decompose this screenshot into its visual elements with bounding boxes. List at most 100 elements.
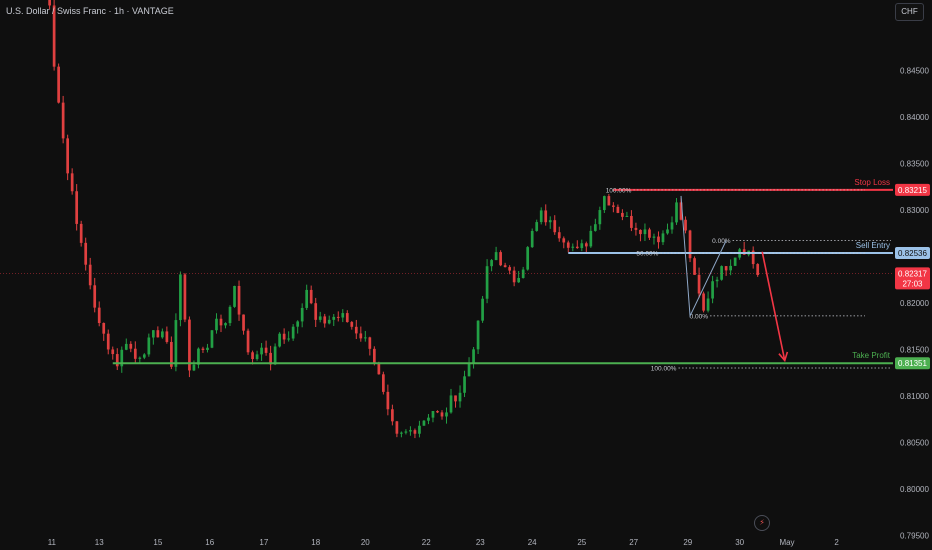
candle [675, 198, 678, 225]
candle [183, 273, 187, 323]
candle [386, 384, 390, 416]
candle [161, 328, 164, 339]
candle-body [147, 337, 151, 355]
candle [61, 95, 65, 144]
bar-countdown: 27:03 [902, 279, 923, 288]
candle [332, 313, 336, 327]
candle [449, 388, 453, 414]
drawing-overlays[interactable]: 100.00% 50.00% 0.00% 0.00% 100.00% [0, 187, 893, 372]
candle [427, 414, 430, 425]
candle [400, 431, 403, 438]
candle-body [670, 222, 674, 230]
projection-arrow-line[interactable] [761, 251, 786, 361]
candle-body [382, 374, 385, 392]
candle [607, 193, 611, 206]
y-tick-label: 0.83000 [900, 206, 929, 215]
candle [215, 313, 218, 334]
candle [589, 225, 593, 248]
candle-body [124, 343, 128, 350]
candle-body [675, 202, 678, 223]
candle [544, 204, 548, 226]
current-price-value: 0.82317 [898, 269, 927, 278]
candle-body [237, 285, 241, 315]
candle [179, 271, 182, 327]
candle-body [688, 230, 692, 259]
candle-body [639, 229, 642, 235]
price-line-label: Take Profit [852, 351, 891, 360]
candle-body [345, 313, 349, 323]
candle-body [251, 352, 254, 360]
candle-body [314, 303, 318, 320]
candle-body [621, 212, 624, 217]
candle [697, 267, 701, 299]
candle-body [151, 330, 155, 338]
candle [341, 309, 345, 323]
candle-body [684, 219, 687, 231]
candle-body [224, 323, 227, 326]
x-tick-label: 18 [311, 538, 320, 547]
candle [418, 420, 421, 438]
candle-body [616, 206, 620, 213]
y-tick-label: 0.80000 [900, 485, 929, 494]
candle-body [377, 363, 381, 375]
candle [233, 285, 236, 308]
candle [201, 346, 205, 353]
candle [296, 320, 300, 334]
candle-body [729, 265, 732, 271]
candle-body [210, 330, 214, 348]
candle [174, 313, 178, 372]
candle-body [102, 323, 106, 334]
candle [548, 216, 552, 229]
candle [363, 330, 367, 342]
candle [639, 229, 642, 242]
candle-body [517, 277, 521, 283]
candle-body [165, 331, 169, 342]
lightning-icon[interactable]: ⚡ [754, 515, 770, 531]
candle [404, 429, 408, 435]
candle [575, 240, 579, 249]
candle [422, 420, 426, 426]
candle-body [309, 289, 313, 304]
candle [206, 343, 209, 353]
candle-body [643, 229, 647, 235]
candle-body [557, 232, 561, 239]
fib-level-label: 100.00% [651, 365, 677, 372]
candle-body [215, 318, 218, 331]
candle-body [571, 246, 575, 248]
currency-button[interactable]: CHF [895, 3, 924, 21]
candle [264, 340, 268, 356]
x-tick-label: 13 [95, 538, 104, 547]
candle-body [120, 349, 124, 367]
candle [197, 347, 200, 369]
x-tick-label: 30 [735, 538, 744, 547]
candle [111, 346, 115, 360]
price-tag: 0.81351 [895, 357, 930, 370]
candle [593, 218, 597, 232]
candle [503, 262, 507, 268]
x-tick-label: 27 [629, 538, 638, 547]
candle-body [454, 395, 457, 402]
candle-body [409, 430, 412, 432]
price-tag-value: 0.83215 [898, 186, 927, 195]
candle-body [350, 322, 354, 327]
candle-body [625, 215, 629, 217]
candle [535, 219, 539, 232]
candle [84, 237, 88, 271]
candle-body [499, 252, 502, 266]
candle [300, 303, 304, 328]
candle [508, 265, 511, 275]
candle [57, 63, 60, 104]
fib-zigzag[interactable] [680, 195, 727, 318]
candle-body [648, 229, 651, 238]
y-tick-label: 0.84500 [900, 66, 929, 75]
candle [242, 314, 245, 335]
candle [756, 263, 760, 277]
x-tick-label: 22 [422, 538, 431, 547]
candle [463, 370, 466, 398]
candle [485, 259, 489, 304]
candle [336, 311, 340, 322]
candle-body [404, 431, 408, 433]
candle-body [544, 210, 548, 223]
candle [530, 228, 534, 248]
